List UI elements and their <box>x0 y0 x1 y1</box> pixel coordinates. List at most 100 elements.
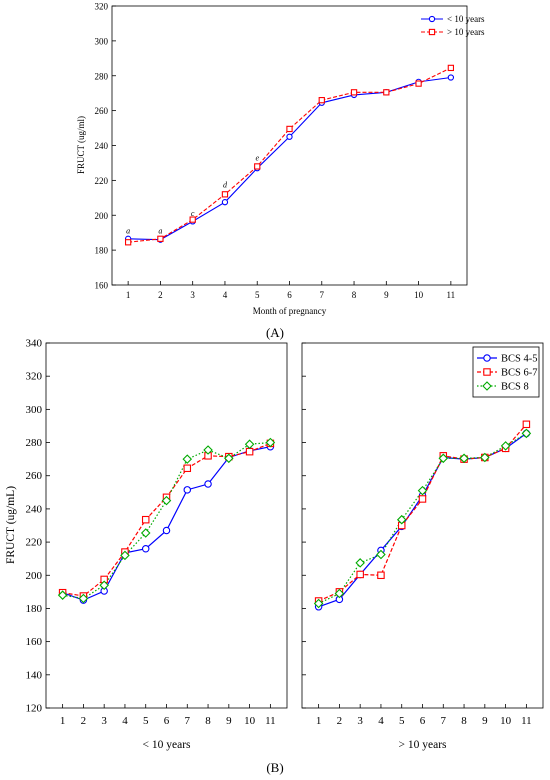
legend-label: BCS 6-7 <box>501 368 537 379</box>
x-tick-label: 7 <box>320 290 325 300</box>
annotation-letter: d <box>223 180 228 189</box>
x-tick-label: 8 <box>352 290 357 300</box>
x-tick-label: 10 <box>414 290 424 300</box>
x-tick-label: 7 <box>441 715 447 727</box>
data-point-s2 <box>377 571 385 580</box>
data-point-s2 <box>447 64 455 72</box>
data-point-s3 <box>417 485 428 496</box>
legend-marker <box>428 28 436 36</box>
y-tick-label: 300 <box>26 404 43 416</box>
chart-b-plot-1: 120 140 160 180 200 220 240 260 280 300 320 340 1 2 3 4… <box>26 338 288 727</box>
plot-frame <box>45 342 288 709</box>
data-point-s2 <box>124 239 132 246</box>
x-tick-label: 2 <box>158 290 163 300</box>
series-line-2 <box>318 423 527 602</box>
data-point-s3 <box>120 550 130 561</box>
data-point-s3 <box>244 439 255 449</box>
data-point-s1 <box>286 133 293 140</box>
data-point-s3 <box>355 558 365 568</box>
x-tick-label: 1 <box>126 290 131 300</box>
data-point-s3 <box>78 593 89 604</box>
y-tick-label: 140 <box>26 669 43 681</box>
series-line-1 <box>62 446 271 601</box>
y-tick-label: 200 <box>26 570 43 582</box>
x-tick-label: 4 <box>122 715 128 727</box>
y-tick-label: 280 <box>26 437 43 449</box>
y-tick-label: 320 <box>95 2 109 12</box>
y-axis-label: FRUCT (ug/ml) <box>76 116 86 174</box>
data-point-s3 <box>224 453 234 464</box>
data-point-s3 <box>161 495 172 506</box>
x-tick-label: 11 <box>521 715 532 727</box>
x-tick-label: 6 <box>420 715 426 727</box>
data-point-s3 <box>521 428 532 439</box>
legend-label: BCS 4-5 <box>501 354 537 365</box>
data-point-s3 <box>480 452 490 463</box>
legend-label: < 10 years <box>447 14 485 24</box>
panel-label-a: (A) <box>266 325 284 340</box>
chart-b-plot-2: 1 2 3 4 5 6 7 8 9 10 11 <box>301 342 544 727</box>
data-point-s2 <box>189 216 196 223</box>
data-point-s1 <box>183 486 192 494</box>
data-point-s2 <box>157 235 164 242</box>
y-tick-label: 220 <box>26 537 43 549</box>
series-line-3 <box>62 441 271 600</box>
x-tick-label: 5 <box>399 715 405 727</box>
data-point-s2 <box>286 125 293 133</box>
x-tick-label: 6 <box>164 715 170 727</box>
y-tick-label: 180 <box>95 246 109 256</box>
data-point-s3 <box>182 454 193 464</box>
y-tick-label: 240 <box>26 503 43 515</box>
data-point-s2 <box>415 80 422 87</box>
plot-frame <box>301 342 544 709</box>
y-tick-label: 260 <box>95 106 109 116</box>
data-point-s1 <box>221 199 229 206</box>
data-point-s1 <box>447 74 455 81</box>
x-tick-label: 10 <box>500 715 512 727</box>
y-tick-label: 180 <box>26 603 43 615</box>
data-point-s3 <box>334 588 345 599</box>
y-tick-label: 260 <box>26 470 43 482</box>
x-tick-label: 10 <box>244 715 256 727</box>
legend-marker <box>483 368 491 376</box>
y-tick-label: 240 <box>95 141 109 151</box>
y-tick-label: 280 <box>95 71 109 81</box>
annotation-letter: a <box>158 227 162 236</box>
legend-marker <box>482 381 492 391</box>
x-tick-label: 3 <box>357 715 363 727</box>
annotation-letter: a <box>126 227 130 236</box>
x-tick-label: 5 <box>255 290 260 300</box>
x-tick-label: 3 <box>101 715 107 727</box>
y-axis-label: FRUCT (ug/mL) <box>5 486 17 564</box>
x-axis-label: > 10 years <box>399 739 448 751</box>
data-point-s2 <box>356 570 364 579</box>
x-tick-label: 4 <box>378 715 384 727</box>
x-tick-label: 9 <box>482 715 488 727</box>
x-tick-label: 5 <box>143 715 149 727</box>
x-tick-label: 6 <box>287 290 292 300</box>
x-axis-label: Month of pregnancy <box>253 306 327 316</box>
data-point-s3 <box>438 453 449 464</box>
data-point-s2 <box>254 163 261 170</box>
series-line-1 <box>128 76 451 241</box>
legend-marker <box>428 15 436 23</box>
x-tick-label: 8 <box>461 715 467 727</box>
data-point-s2 <box>383 89 390 96</box>
data-point-s3 <box>203 445 213 455</box>
y-tick-label: 200 <box>95 211 109 221</box>
data-point-s3 <box>140 528 151 538</box>
x-tick-label: 2 <box>337 715 343 727</box>
legend-label: BCS 8 <box>501 382 529 393</box>
data-point-s3 <box>313 598 324 609</box>
x-tick-label: 7 <box>185 715 191 727</box>
data-point-s2 <box>183 464 192 473</box>
y-tick-label: 220 <box>95 176 109 186</box>
x-tick-label: 8 <box>205 715 211 727</box>
y-tick-label: 320 <box>26 371 43 383</box>
x-axis-label: < 10 years <box>143 739 192 751</box>
data-point-s3 <box>396 514 407 525</box>
data-point-s2 <box>245 447 254 456</box>
chart-a-plot: 160 180 200 220 240 260 280 300 320 1 2 3 4 5 6 7 8 9 10 11… <box>95 2 468 300</box>
data-point-s3 <box>265 437 276 448</box>
